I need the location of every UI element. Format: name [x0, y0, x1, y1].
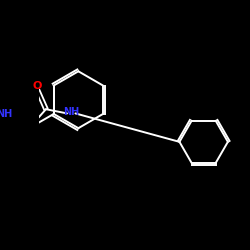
Text: NH: NH: [63, 107, 79, 117]
Text: O: O: [33, 82, 42, 92]
Text: NH: NH: [0, 109, 13, 119]
